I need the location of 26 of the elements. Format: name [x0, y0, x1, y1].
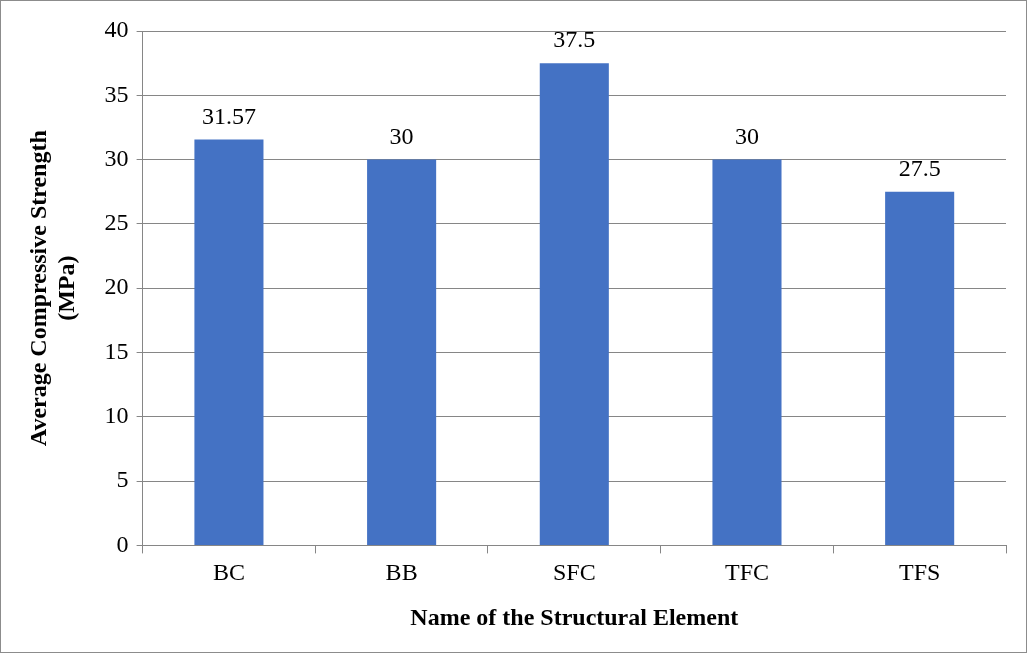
- y-tick-label: 10: [104, 402, 129, 429]
- data-label: 37.5: [553, 26, 596, 53]
- bar: [367, 159, 437, 545]
- y-axis-title: Average Compressive Strength (MPa): [24, 130, 80, 447]
- data-label: 27.5: [898, 155, 941, 182]
- x-tick-label: BB: [385, 559, 418, 586]
- y-tick-label: 30: [104, 144, 129, 171]
- y-tick-label: 35: [104, 80, 129, 107]
- bar: [712, 159, 782, 545]
- data-label: 31.57: [201, 102, 256, 129]
- bar: [194, 139, 264, 545]
- bar: [539, 63, 609, 545]
- data-label: 30: [734, 122, 759, 149]
- x-axis-title: Name of the Structural Element: [410, 603, 739, 630]
- y-tick-label: 5: [116, 466, 129, 493]
- x-tick-label: SFC: [552, 559, 596, 586]
- data-label: 30: [389, 122, 414, 149]
- y-tick-label: 40: [104, 16, 129, 43]
- x-tick-label: TFS: [898, 559, 941, 586]
- y-tick-label: 0: [116, 530, 129, 557]
- bar: [885, 191, 955, 545]
- x-tick-label: BC: [212, 559, 245, 586]
- x-tick-label: TFC: [724, 559, 769, 586]
- y-tick-label: 15: [104, 337, 129, 364]
- y-tick-label: 25: [104, 209, 129, 236]
- y-tick-label: 20: [104, 273, 129, 300]
